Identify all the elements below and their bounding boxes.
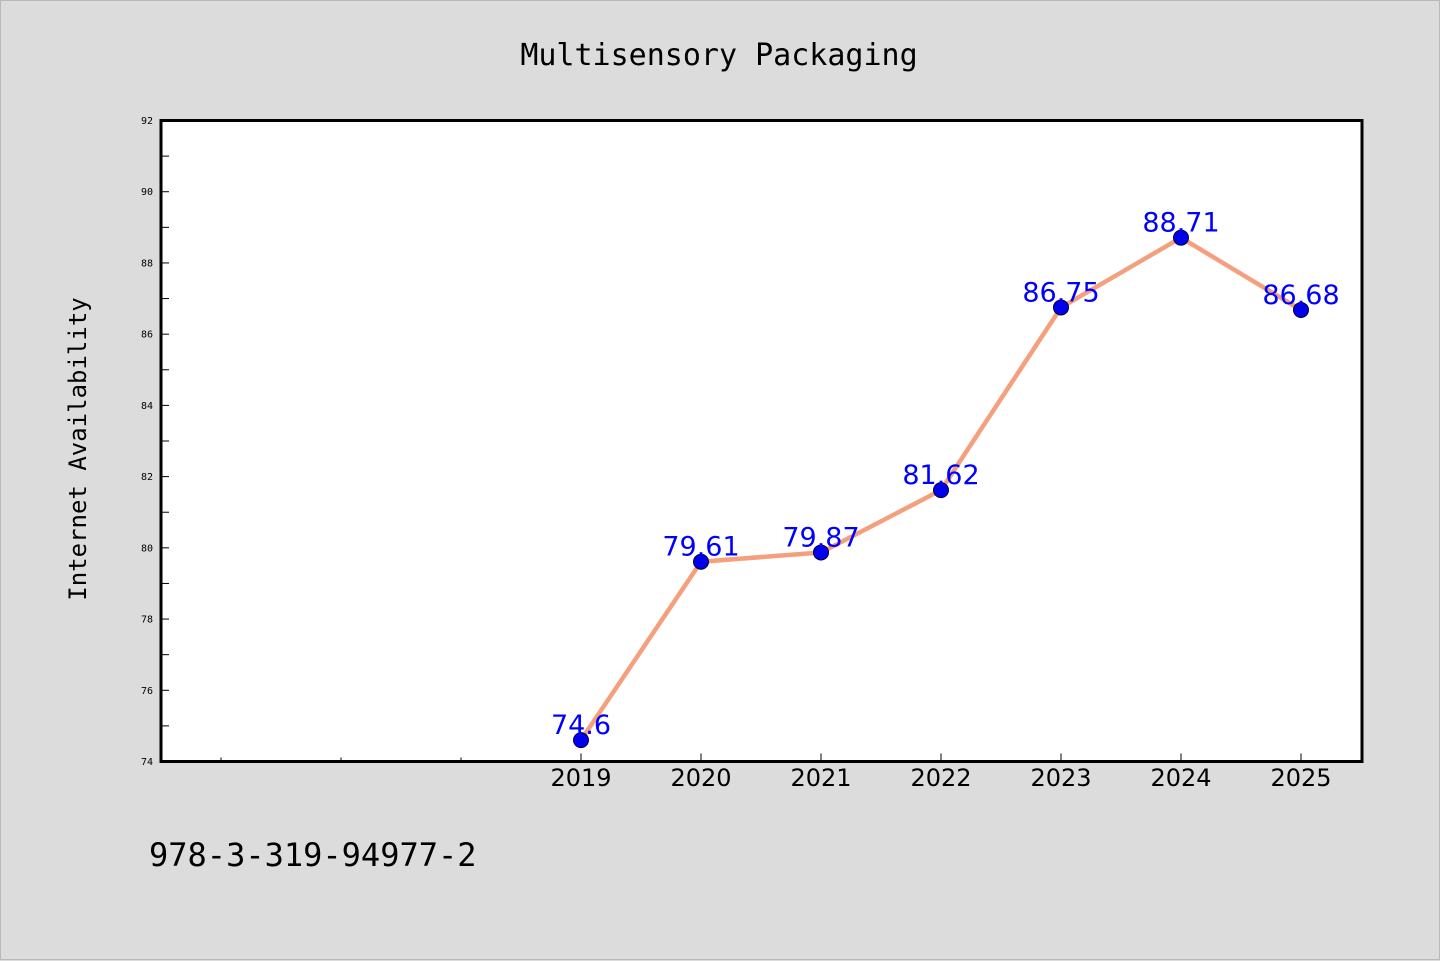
y-tick-label: 82 (141, 472, 153, 483)
data-label: 74.6 (551, 710, 611, 741)
y-tick-label: 92 (141, 116, 153, 127)
x-tick-label: 2020 (670, 764, 731, 792)
y-tick-label: 84 (141, 401, 153, 412)
data-point (813, 544, 829, 561)
y-tick-label: 88 (141, 258, 153, 269)
data-label: 88.71 (1142, 208, 1219, 239)
x-tick-label: 2021 (790, 764, 851, 792)
data-point (1053, 299, 1069, 316)
plot-frame (159, 119, 1364, 763)
data-label: 86.68 (1262, 280, 1339, 311)
y-tick-label: 80 (141, 543, 153, 554)
chart-title: Multisensory Packaging (520, 38, 917, 73)
data-label: 79.87 (782, 522, 859, 553)
x-tick-label: 2023 (1030, 764, 1091, 792)
y-tick-label: 74 (141, 757, 153, 768)
y-tick-label: 86 (141, 330, 153, 341)
y-tick-label: 90 (141, 187, 153, 198)
y-tick-label: 76 (141, 686, 153, 697)
x-tick-label: 2025 (1270, 764, 1331, 792)
data-label: 79.61 (662, 532, 739, 563)
series-revenue-line-group: 74.6 79.61 79.87 81.62 86.75 88.71 86.68 (551, 208, 1340, 749)
data-label: 86.75 (1022, 277, 1099, 308)
data-point (693, 553, 709, 570)
x-tick-label: 2024 (1150, 764, 1211, 792)
data-point (1173, 229, 1189, 246)
x-tick-label: 2019 (550, 764, 611, 792)
plot-area (161, 120, 1362, 762)
axes: 74 76 78 80 82 84 86 88 90 92 2019 2020 2021 2022 2023… (141, 116, 1332, 792)
y-axis-label: Internet Availability (64, 297, 92, 600)
data-label: 81.62 (902, 460, 979, 491)
data-point (573, 732, 589, 749)
data-point (1293, 301, 1309, 318)
data-point (933, 482, 949, 499)
y-tick-label: 78 (141, 615, 153, 626)
x-tick-label: 2022 (910, 764, 971, 792)
footer-code: 978-3-319-94977-2 (149, 836, 477, 874)
